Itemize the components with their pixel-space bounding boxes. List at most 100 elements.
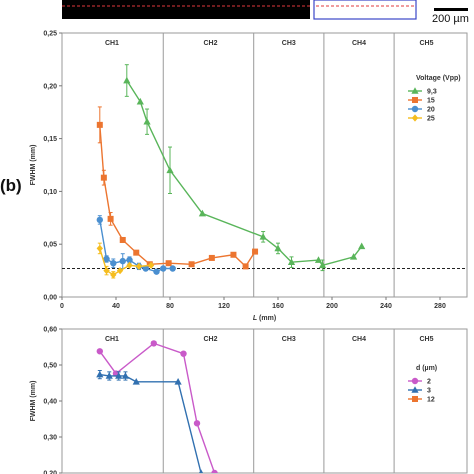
data-point — [150, 340, 157, 347]
legend-entry: 20 — [427, 107, 435, 114]
data-point — [211, 469, 218, 473]
data-point — [252, 248, 259, 255]
legend-entry: 25 — [427, 116, 435, 123]
x-tick-label: 240 — [380, 303, 392, 310]
y-tick-label: 0,20 — [43, 83, 57, 90]
data-point — [121, 372, 130, 379]
data-point — [100, 174, 107, 181]
data-point — [193, 420, 201, 427]
scale-bar — [434, 8, 468, 11]
plot-frame — [61, 328, 468, 474]
y-axis-label: FWHM (mm) — [30, 381, 37, 422]
legend-marker — [412, 97, 418, 103]
legend-marker — [411, 377, 419, 385]
y-tick-label: 0,30 — [43, 435, 57, 442]
data-point — [198, 209, 206, 217]
channel-label-3: CH3 — [282, 336, 296, 343]
data-point — [160, 265, 167, 272]
data-point — [115, 372, 123, 379]
data-point — [147, 261, 155, 269]
chart-upper: CH1 CH2 CH3 CH4 CH5 0,00 0,05 0,10 0,15 0,20 0,25 0… — [30, 31, 468, 322]
x-tick-label: 40 — [112, 303, 120, 310]
y-tick-label: 0,05 — [43, 242, 57, 249]
channel-label-4: CH4 — [352, 336, 366, 343]
series-line — [126, 80, 363, 267]
series-line — [99, 373, 202, 473]
x-tick-label: 0 — [60, 303, 64, 310]
data-point — [96, 348, 104, 355]
data-point — [318, 261, 327, 269]
channel-label-1: CH1 — [105, 40, 119, 47]
data-point — [169, 265, 176, 272]
x-axis-label: L (mm) — [253, 315, 276, 322]
data-point — [135, 262, 143, 270]
series-line — [99, 124, 256, 268]
series-1 — [123, 64, 366, 272]
data-point — [314, 256, 323, 263]
series-4 — [96, 242, 155, 279]
data-point — [142, 265, 149, 272]
panel-label: (b) — [0, 176, 22, 195]
legend-entry: 9,3 — [427, 89, 437, 96]
data-point — [165, 260, 172, 267]
image-strip-dark — [62, 0, 310, 19]
data-point — [132, 378, 140, 385]
data-point — [153, 268, 160, 275]
data-point — [110, 271, 117, 279]
data-point — [350, 253, 358, 260]
data-point — [180, 350, 187, 357]
data-point — [110, 260, 117, 267]
data-point — [119, 257, 126, 265]
x-tick-label: 80 — [166, 303, 174, 310]
data-point — [287, 258, 296, 265]
data-point — [274, 244, 282, 252]
legend-marker — [411, 87, 419, 94]
data-point — [198, 469, 204, 473]
data-point — [123, 76, 131, 84]
channel-label-1: CH1 — [105, 336, 119, 343]
data-point — [259, 233, 267, 240]
y-tick-label: 0,60 — [43, 327, 57, 334]
channel-label-4: CH4 — [352, 40, 366, 47]
legend-entry: 15 — [427, 98, 435, 105]
legend-title: d (µm) — [416, 365, 437, 372]
y-tick-label: 0,50 — [43, 363, 57, 370]
y-tick-label: 0,25 — [43, 31, 57, 38]
channel-label-5: CH5 — [419, 40, 433, 47]
legend: Voltage (Vpp) 9,3 15 20 25 — [408, 75, 461, 123]
data-point — [358, 242, 366, 250]
plot-area — [96, 340, 218, 473]
y-tick-label: 0,10 — [43, 189, 57, 196]
data-point — [103, 267, 110, 275]
data-point — [105, 372, 113, 379]
y-tick-label: 0,20 — [43, 471, 57, 474]
legend-marker — [412, 396, 418, 402]
data-point — [242, 263, 249, 270]
x-tick-label: 200 — [326, 303, 338, 310]
series-2 — [96, 106, 259, 270]
series-1 — [96, 340, 218, 473]
data-point — [119, 236, 126, 243]
plot-area — [96, 64, 366, 279]
data-point — [96, 244, 103, 253]
y-tick-label: 0,00 — [43, 295, 57, 302]
chart-lower: CH1 CH2 CH3 CH4 CH5 0,20 0,30 0,40 0,50 0,60 FWHM … — [30, 327, 468, 474]
channel-label-3: CH3 — [282, 40, 296, 47]
series-line — [99, 219, 173, 273]
data-point — [116, 267, 124, 275]
image-strip-frame — [313, 0, 417, 20]
y-tick-label: 0,40 — [43, 399, 57, 406]
data-point — [136, 97, 144, 105]
channel-label-2: CH2 — [203, 40, 217, 47]
data-point — [126, 256, 133, 264]
data-point — [174, 378, 182, 385]
image-strip: 200 µm — [62, 0, 469, 25]
data-point — [126, 261, 133, 269]
legend-entry: 3 — [427, 388, 431, 395]
x-tick-label: 280 — [434, 303, 446, 310]
data-point — [107, 215, 114, 222]
data-point — [133, 249, 140, 256]
legend-marker — [411, 114, 419, 122]
legend-marker — [411, 105, 419, 113]
